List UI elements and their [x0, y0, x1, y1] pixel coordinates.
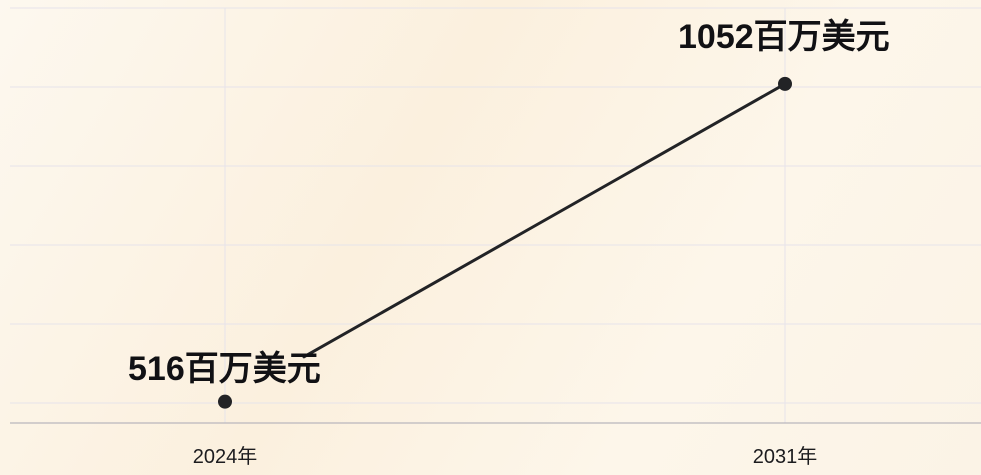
x-tick-label-2024: 2024年 — [193, 445, 258, 468]
data-point-2024年 — [218, 394, 232, 409]
data-label-2031: 1052百万美元 — [678, 18, 890, 56]
series-line — [302, 82, 787, 359]
x-tick-label-2031: 2031年 — [753, 445, 818, 468]
horizontal-gridlines — [10, 7, 981, 404]
data-point-2031年 — [778, 76, 792, 91]
x-tick-labels-group: 2024年 2031年 — [193, 445, 818, 468]
series-line-group — [302, 82, 787, 359]
data-points-group — [218, 76, 792, 409]
data-labels-group: 516百万美元 1052百万美元 — [128, 18, 890, 388]
data-label-2024: 516百万美元 — [128, 350, 321, 388]
